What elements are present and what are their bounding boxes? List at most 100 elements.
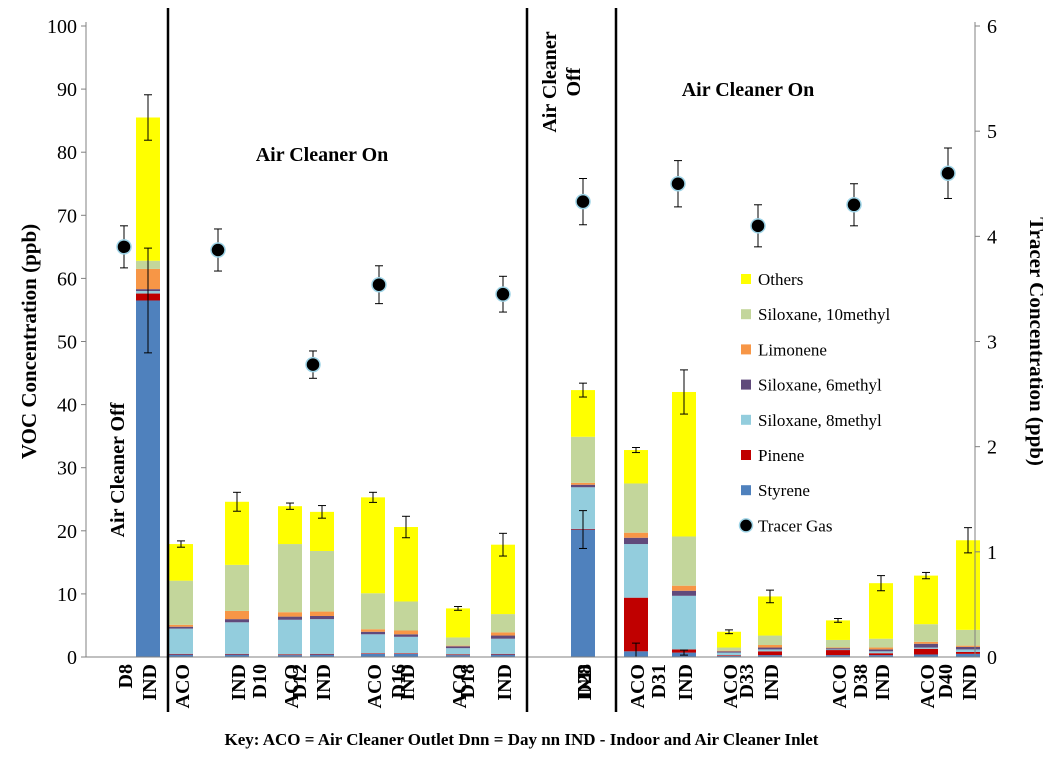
bar-segment [869, 655, 893, 657]
bar-stack [278, 502, 302, 657]
bar-stack [169, 540, 193, 657]
tracer-marker [495, 286, 511, 302]
bar-label: IND [313, 664, 335, 701]
bar-segment [624, 532, 648, 538]
bar-segment [394, 636, 418, 654]
bar-stack [571, 382, 595, 657]
bar-segment [278, 616, 302, 620]
bar-segment [225, 654, 249, 657]
bar-segment [225, 610, 249, 620]
bar-segment [446, 637, 470, 646]
tracer-point [750, 204, 766, 248]
bar-segment [672, 585, 696, 591]
bar-segment [446, 608, 470, 638]
bar-segment [225, 501, 249, 565]
y-tick-label: 100 [47, 16, 77, 38]
legend-label: Tracer Gas [758, 516, 832, 535]
legend-entry: Siloxane, 6methyl [741, 376, 882, 395]
bar-segment [624, 450, 648, 484]
bar-label: IND [761, 664, 783, 701]
voc-chart: 0 10 20 30 40 50 60 70 80 90 100 0 1 2 3 4 5 6 VOC Concent… [17, 8, 1043, 712]
bar-segment [826, 620, 850, 640]
bar-stack [446, 606, 470, 657]
bar-segment [310, 654, 334, 657]
bar-segment [446, 645, 470, 647]
bar-label: IND [494, 664, 516, 701]
bar-segment [869, 638, 893, 648]
legend-marker [738, 518, 754, 533]
bar-segment [826, 639, 850, 648]
bar-segment [717, 647, 741, 651]
bar-segment [394, 527, 418, 602]
y-tick-label: 30 [57, 458, 77, 480]
bar-segment [869, 583, 893, 639]
day-label: D31 [648, 664, 670, 698]
day-label: D8 [115, 664, 137, 688]
bar-segment [869, 651, 893, 654]
day-label: D12 [289, 664, 311, 698]
legend-label: Limonene [758, 340, 827, 359]
bar-segment [571, 482, 595, 485]
bar-segment [491, 653, 515, 655]
bar-segment [758, 645, 782, 648]
bar-segment [491, 632, 515, 636]
bar-segment [361, 653, 385, 657]
tracer-point [495, 275, 511, 313]
day-label: D18 [457, 664, 479, 698]
legend: Others Siloxane, 10methyl Limonene Siloxane… [738, 270, 890, 535]
bar-stack [672, 369, 696, 657]
legend-entry: Styrene [741, 481, 810, 500]
legend-swatch [741, 485, 751, 496]
bar-segment [310, 550, 334, 612]
bar-stack [225, 491, 249, 657]
bar-segment [446, 654, 470, 656]
bar-segment [672, 590, 696, 596]
bar-label: ACO [829, 664, 851, 708]
bar-segment [394, 634, 418, 637]
region-label: Air Cleaner On [256, 144, 389, 166]
bar-segment [169, 624, 193, 627]
day-label: D33 [736, 664, 758, 698]
bar-segment [869, 647, 893, 650]
bar-segment [672, 595, 696, 650]
axes: 0 10 20 30 40 50 60 70 80 90 100 0 1 2 3 4 5 6 VOC Concent… [17, 8, 1043, 712]
bar-segment [571, 529, 595, 657]
bar-label: ACO [449, 664, 471, 708]
bar-segment [571, 484, 595, 488]
legend-label: Siloxane, 10methyl [758, 305, 890, 324]
bar-label: ACO [172, 664, 194, 708]
bar-stack [394, 515, 418, 657]
tracer-marker [116, 239, 132, 255]
y-tick-label: 70 [57, 205, 77, 227]
region-label: Air Cleaner Off [107, 402, 129, 537]
bar-segment [169, 544, 193, 581]
bar-stack [869, 575, 893, 657]
y2-tick-label: 2 [987, 437, 997, 459]
bar-label: IND [675, 664, 697, 701]
bar-stack [758, 589, 782, 657]
bar-segment [310, 615, 334, 620]
legend-swatch [741, 414, 751, 425]
tracer-marker [940, 165, 956, 181]
bar-segment [169, 653, 193, 655]
bar-segment [225, 564, 249, 611]
bar-segment [225, 619, 249, 623]
bar-segment [136, 300, 160, 657]
bar-label: ACO [281, 664, 303, 708]
bar-segment [717, 651, 741, 653]
bar-segment [571, 390, 595, 437]
tracer-point [846, 183, 862, 227]
bar-label: ACO [627, 664, 649, 708]
bar-segment [956, 645, 980, 647]
bar-stack [136, 94, 160, 657]
y-tick-label: 0 [67, 647, 77, 669]
day-label: D40 [935, 664, 957, 698]
y-tick-label: 10 [57, 584, 77, 606]
bar-segment [136, 117, 160, 261]
bar-segment [169, 654, 193, 657]
bar-segment [394, 653, 418, 654]
bar-segment [361, 629, 385, 632]
bar-segment [914, 643, 938, 648]
legend-entry: Tracer Gas [738, 516, 832, 535]
bar-segment [717, 655, 741, 656]
